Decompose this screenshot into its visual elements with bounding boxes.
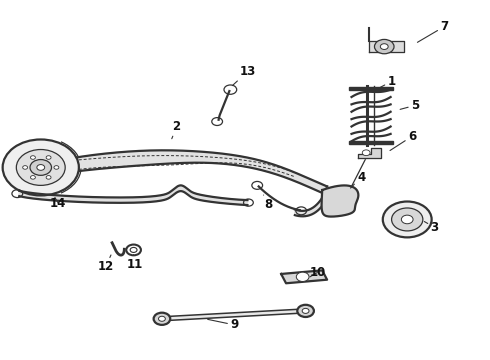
Circle shape [383,202,432,237]
Circle shape [30,176,35,179]
Circle shape [30,159,51,175]
Text: 6: 6 [390,130,416,150]
Circle shape [54,166,59,169]
Circle shape [23,166,27,169]
Text: 8: 8 [264,195,272,211]
Circle shape [159,316,165,321]
Text: 4: 4 [350,171,366,188]
Text: 14: 14 [50,197,67,210]
Text: 1: 1 [378,75,395,88]
Text: 7: 7 [417,20,448,42]
Circle shape [392,208,423,231]
Polygon shape [19,185,247,205]
Polygon shape [295,186,327,216]
Text: 10: 10 [309,266,325,279]
Circle shape [302,309,309,314]
Circle shape [46,176,51,179]
Text: 9: 9 [208,318,238,331]
Text: 3: 3 [424,221,439,234]
Circle shape [30,156,35,159]
Circle shape [296,272,309,282]
Text: 11: 11 [127,255,143,271]
Circle shape [374,40,394,54]
Text: 12: 12 [98,255,114,273]
Circle shape [401,215,413,224]
Polygon shape [349,87,393,90]
Circle shape [2,139,79,195]
Circle shape [380,44,388,49]
Circle shape [16,149,65,185]
Circle shape [297,305,314,317]
Polygon shape [281,270,327,283]
Polygon shape [349,141,393,144]
Circle shape [362,150,370,156]
Circle shape [154,313,170,325]
Polygon shape [369,41,404,52]
Polygon shape [52,150,327,195]
Text: 5: 5 [400,99,419,112]
Circle shape [46,156,51,159]
Polygon shape [358,148,381,158]
Polygon shape [321,185,358,217]
Text: 2: 2 [172,121,181,139]
Text: 13: 13 [232,65,256,86]
Circle shape [37,165,45,170]
